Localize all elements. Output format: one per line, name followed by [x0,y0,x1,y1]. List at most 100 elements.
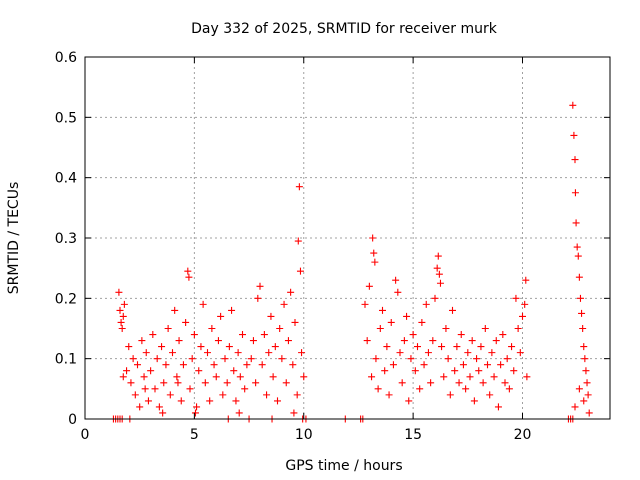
data-point [254,294,262,302]
data-point [204,349,211,357]
data-point [573,243,581,251]
y-tick-label: 0.1 [55,352,77,368]
y-axis-label: SRMTID / TECUs [6,182,22,295]
data-point [522,276,530,284]
data-point [256,282,264,290]
data-point [147,367,155,375]
data-point [184,267,192,275]
data-point [117,318,125,326]
data-point [440,373,448,381]
data-point [387,318,395,326]
data-point [171,306,179,314]
data-point [212,373,220,381]
data-point [269,373,277,381]
data-point [420,361,428,369]
data-point [228,306,236,314]
data-point [123,367,131,375]
data-point [580,397,588,405]
x-tick-label: 20 [514,427,532,443]
data-point [199,300,207,308]
data-point [374,385,382,393]
data-point [274,397,281,405]
data-point [571,403,579,411]
data-point [403,312,411,320]
data-point [138,337,146,345]
data-point [464,349,472,357]
data-point [190,331,198,339]
data-point [512,294,520,302]
data-point [516,349,524,357]
data-point [186,385,194,393]
data-point [501,379,509,387]
data-point [434,252,442,260]
data-point [136,403,144,411]
data-point [267,312,275,320]
data-point [584,391,592,399]
data-point [169,349,176,357]
data-point [446,391,454,399]
data-point [230,367,238,375]
data-point [155,403,163,411]
data-point [206,397,214,405]
data-point [164,325,172,332]
data-point [265,349,273,357]
data-point [436,279,444,287]
data-point [523,373,531,381]
data-point [479,379,487,387]
data-point [409,331,417,339]
data-point [134,361,141,369]
data-point [370,249,378,257]
data-point [519,312,526,320]
data-point [494,403,502,411]
data-point [371,258,379,266]
data-point [287,288,295,296]
data-point [477,343,485,351]
data-point [247,355,255,363]
data-point [241,385,249,393]
data-point [433,264,441,272]
data-point [160,379,168,387]
data-point [575,273,583,281]
data-point [459,361,467,369]
data-point [379,306,386,314]
data-point [396,349,404,357]
data-point [575,385,583,393]
data-point [521,300,529,308]
data-point [131,391,139,399]
data-point [581,355,589,363]
data-point [435,270,443,278]
data-point [153,355,161,363]
data-point [159,409,167,417]
data-point [503,355,511,363]
data-point [185,273,193,281]
data-point [120,300,128,308]
data-point [174,379,182,387]
data-point [290,409,298,417]
data-point [570,131,578,139]
data-point [291,318,299,326]
data-point [225,343,233,351]
data-point [363,337,371,345]
data-point [574,252,582,260]
data-point [191,409,199,417]
data-point [416,385,424,393]
data-point [582,367,590,375]
data-point [365,282,373,290]
data-point [481,325,489,332]
data-point [271,343,279,351]
y-tick-label: 0.3 [55,231,77,247]
data-point [162,361,170,369]
data-point [149,331,157,339]
data-point [260,331,268,339]
axis-ticks: 0 0.1 0.2 0.3 0.4 0.5 0.6 0 5 10 15 20 [55,50,610,443]
data-point [451,367,459,375]
data-point [585,409,593,417]
data-point [166,391,174,399]
data-point [572,219,580,227]
data-point [514,325,522,332]
y-tick-label: 0 [68,412,77,428]
data-point [470,397,478,405]
data-point [142,349,150,357]
data-point [578,309,586,317]
data-point [195,367,203,375]
